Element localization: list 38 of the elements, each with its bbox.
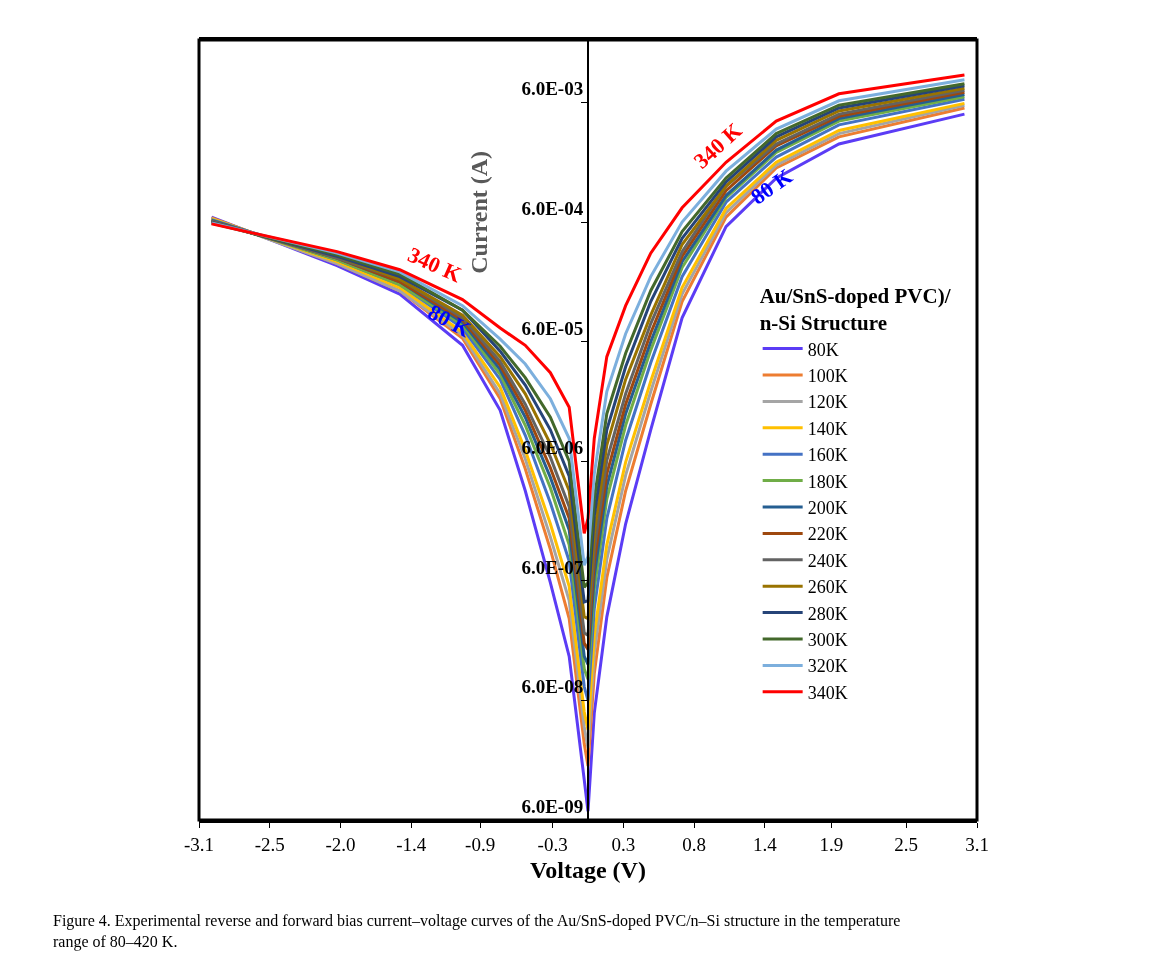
x-tick-label: -0.9 bbox=[465, 833, 496, 855]
legend-label: 320K bbox=[807, 656, 848, 677]
y-axis-title: Current (A) bbox=[466, 150, 493, 274]
legend-label: 280K bbox=[807, 603, 848, 624]
legend-label: 300K bbox=[807, 630, 848, 651]
x-tick-label: 1.4 bbox=[752, 833, 778, 855]
annotation: 340 K bbox=[688, 117, 747, 174]
legend-label: 220K bbox=[807, 524, 848, 545]
x-tick-label: -2.0 bbox=[325, 833, 356, 855]
caption: Figure 4. Experimental reverse and forward bias current–voltage curves of the Au/SnS-doped PVC/n–Si structure in the temperature range of 80–420 K. bbox=[53, 912, 901, 951]
legend-label: 260K bbox=[807, 577, 848, 598]
legend-label: 180K bbox=[807, 471, 848, 492]
x-tick-label: -2.5 bbox=[254, 833, 285, 855]
y-tick-label: 6.0E-04 bbox=[521, 197, 584, 219]
y-tick-label: 6.0E-09 bbox=[521, 795, 584, 817]
legend-label: 120K bbox=[807, 392, 848, 413]
x-tick-label: 0.8 bbox=[682, 833, 706, 855]
legend-label: 100K bbox=[807, 366, 848, 387]
legend-label: 160K bbox=[807, 445, 848, 466]
annotation: 80 K bbox=[423, 299, 476, 343]
legend-label: 240K bbox=[807, 550, 848, 571]
annotation: 80 K bbox=[746, 163, 797, 210]
x-tick-label: -3.1 bbox=[183, 833, 215, 855]
legend-label: 80K bbox=[807, 339, 839, 360]
legend-title: Au/SnS-doped PVC)/ n-Si Structure bbox=[759, 284, 952, 336]
legend-label: 340K bbox=[807, 682, 848, 703]
legend-label: 200K bbox=[807, 498, 848, 519]
annotation: 340 K bbox=[404, 241, 466, 288]
x-tick-label: 2.5 bbox=[894, 833, 919, 855]
x-tick-label: -0.3 bbox=[537, 833, 568, 855]
x-tick-label: -1.4 bbox=[396, 833, 427, 855]
y-tick-label: 6.0E-03 bbox=[521, 78, 584, 100]
y-tick-label: 6.0E-05 bbox=[521, 317, 584, 339]
x-tick-label: 3.1 bbox=[965, 833, 989, 855]
x-axis-title: Voltage (V) bbox=[530, 857, 646, 884]
x-tick-label: 0.3 bbox=[611, 833, 636, 855]
legend-label: 140K bbox=[807, 418, 848, 439]
x-tick-label: 1.9 bbox=[819, 833, 844, 855]
